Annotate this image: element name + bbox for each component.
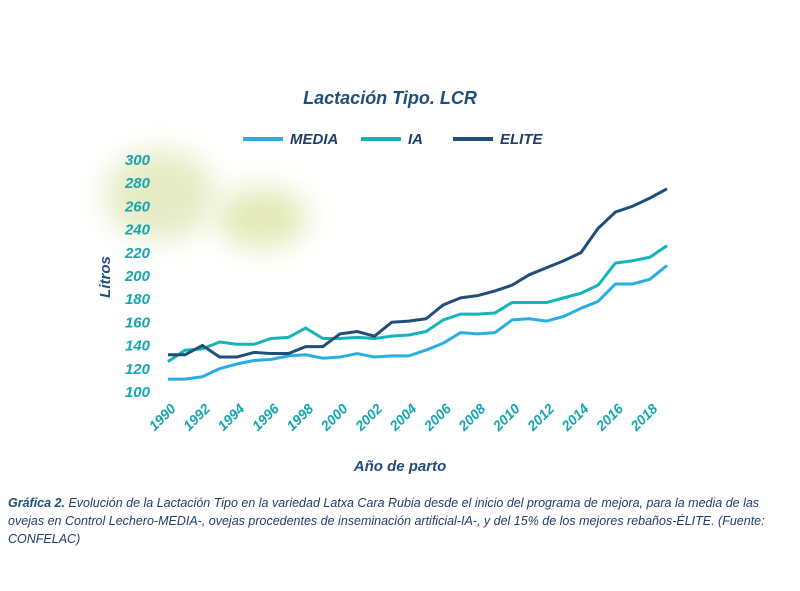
y-tick-label: 240 xyxy=(124,222,151,239)
y-tick-label: 180 xyxy=(125,291,151,308)
chart-title: Lactación Tipo. LCR xyxy=(303,88,477,108)
y-tick-label: 160 xyxy=(125,314,151,331)
x-tick-label: 2008 xyxy=(454,400,488,434)
y-tick-label: 200 xyxy=(124,268,151,285)
y-tick-label: 260 xyxy=(124,198,151,215)
series-line xyxy=(168,264,668,381)
x-tick-label: 2010 xyxy=(489,400,523,434)
background-blob xyxy=(217,188,307,248)
caption-text: Evolución de la Lactación Tipo en la var… xyxy=(8,496,765,546)
chart: Lactación Tipo. LCR Año de parto Litros … xyxy=(97,88,668,475)
x-tick-label: 2014 xyxy=(558,400,592,434)
x-tick-label: 2000 xyxy=(317,400,351,434)
legend-label: ELITE xyxy=(500,131,543,148)
legend-label: MEDIA xyxy=(290,131,338,148)
y-tick-label: 140 xyxy=(125,338,151,355)
y-tick-label: 120 xyxy=(125,361,151,378)
caption: Gráfica 2. Evolución de la Lactación Tip… xyxy=(8,494,792,548)
x-tick-label: 1992 xyxy=(180,400,213,433)
background-blob xyxy=(105,150,215,240)
y-tick-label: 280 xyxy=(124,175,151,192)
y-tick-label: 300 xyxy=(125,152,151,169)
x-tick-label: 2012 xyxy=(523,400,557,434)
y-tick-label: 220 xyxy=(124,245,151,262)
series-line xyxy=(168,187,668,359)
x-tick-label: 2002 xyxy=(351,400,385,434)
legend-label: IA xyxy=(408,131,423,148)
x-tick-label: 1994 xyxy=(214,400,247,433)
x-tick-label: 2004 xyxy=(386,400,420,434)
y-tick-label: 100 xyxy=(125,384,151,401)
x-tick-label: 2016 xyxy=(592,400,626,434)
x-axis-label: Año de parto xyxy=(353,458,447,475)
x-tick-label: 1996 xyxy=(249,400,282,433)
x-tick-label: 1998 xyxy=(283,400,316,433)
caption-label: Gráfica 2. xyxy=(8,496,65,510)
series-line xyxy=(167,244,668,363)
x-tick-label: 2018 xyxy=(626,400,660,434)
x-tick-label: 2006 xyxy=(420,400,454,434)
x-tick-label: 1990 xyxy=(145,400,178,433)
y-axis-label: Litros xyxy=(97,256,114,298)
